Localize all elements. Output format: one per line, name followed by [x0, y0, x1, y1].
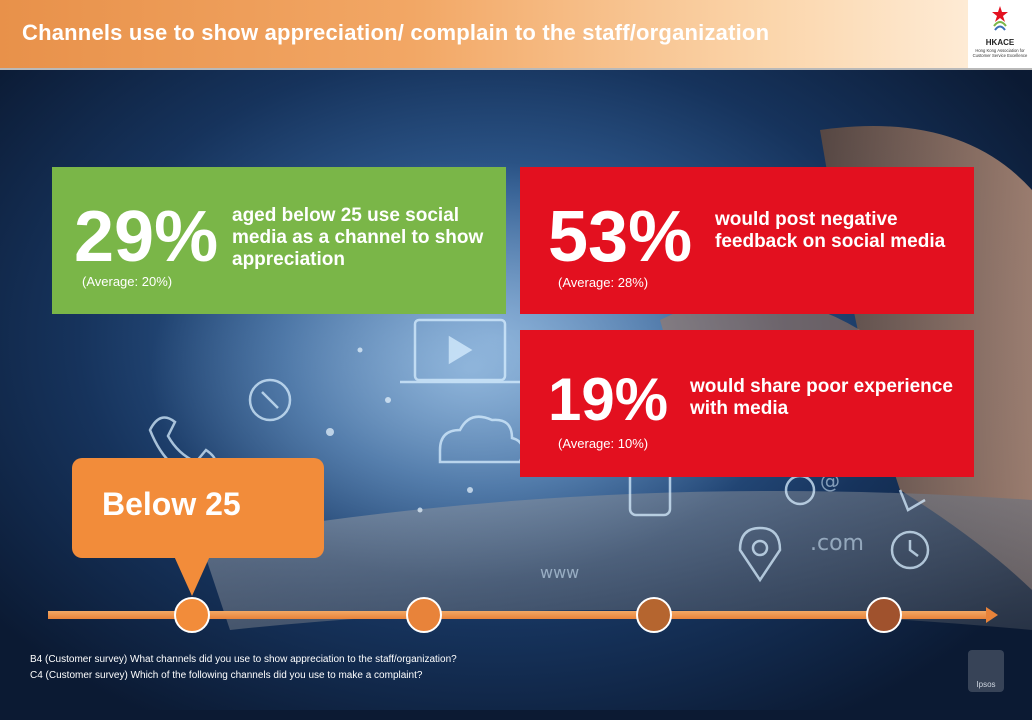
- hkace-mark-icon: [992, 6, 1008, 31]
- timeline-point-4[interactable]: [866, 597, 902, 633]
- callout-pointer: [174, 556, 210, 596]
- svg-text:www: www: [540, 563, 579, 582]
- timeline-point-3[interactable]: [636, 597, 672, 633]
- logo-abbreviation: HKACE: [985, 38, 1015, 47]
- timeline-arrow-icon: [986, 607, 998, 623]
- timeline-track: [48, 611, 988, 619]
- stat-card-appreciation: 29% aged below 25 use social media as a …: [52, 167, 506, 314]
- stat-description: would post negative feedback on social m…: [715, 209, 946, 252]
- logo-subtitle: Hong Kong Association for Customer Servi…: [972, 48, 1028, 58]
- timeline-point-1[interactable]: [174, 597, 210, 633]
- stat-percent: 53%: [548, 197, 693, 277]
- stat-description: would share poor experience with media: [690, 376, 953, 419]
- stat-average: (Average: 28%): [558, 275, 649, 290]
- footnote-b4: B4 (Customer survey) What channels did y…: [30, 654, 457, 665]
- callout-label: Below 25: [102, 486, 241, 522]
- page-title: Channels use to show appreciation/ compl…: [22, 20, 770, 45]
- stat-average: (Average: 10%): [558, 436, 649, 451]
- stat-card-poor-experience: 19% would share poor experience with med…: [520, 330, 974, 477]
- hkace-logo: HKACE Hong Kong Association for Customer…: [968, 0, 1032, 68]
- stat-description: aged below 25 use social media as a chan…: [232, 205, 484, 270]
- header-bar: Channels use to show appreciation/ compl…: [0, 0, 1032, 70]
- age-group-callout: Below 25: [72, 458, 324, 558]
- svg-text:.com: .com: [810, 531, 864, 556]
- footnote-c4: C4 (Customer survey) Which of the follow…: [30, 670, 423, 681]
- ipsos-watermark: Ipsos: [968, 650, 1004, 692]
- timeline-point-2[interactable]: [406, 597, 442, 633]
- stat-average: (Average: 20%): [82, 274, 173, 289]
- stat-percent: 19%: [548, 366, 669, 433]
- stat-card-negative-feedback: 53% would post negative feedback on soci…: [520, 167, 974, 314]
- stat-percent: 29%: [74, 197, 219, 277]
